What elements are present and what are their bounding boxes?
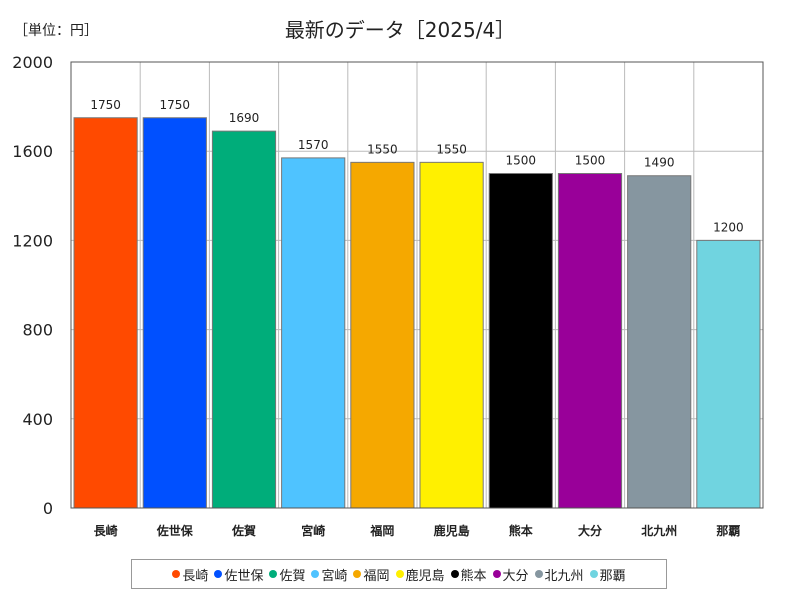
- legend-item: 福岡: [353, 565, 390, 584]
- legend-label: 福岡: [363, 568, 390, 584]
- legend-marker: [172, 570, 181, 578]
- bar: [627, 175, 692, 509]
- legend-item: 長崎: [172, 565, 208, 584]
- legend-marker: [395, 570, 404, 578]
- legend-label: 熊本: [460, 568, 487, 584]
- x-tick-label: 鹿児島: [434, 523, 470, 538]
- legend-item: 佐世保: [214, 565, 263, 584]
- x-tick-label: 佐世保: [156, 523, 194, 538]
- legend-marker: [492, 570, 501, 578]
- bar: [488, 173, 553, 509]
- bar: [696, 239, 761, 509]
- bar: [419, 161, 484, 509]
- legend-marker: [534, 570, 543, 578]
- x-tick-label: 長崎: [94, 523, 118, 538]
- data-label: 1750: [160, 98, 191, 112]
- bar: [350, 161, 415, 509]
- legend-label: 大分: [502, 568, 529, 584]
- legend-label: 佐賀: [279, 568, 306, 584]
- legend-label: 長崎: [182, 568, 209, 584]
- legend-item: 熊本: [450, 565, 487, 584]
- data-label: 1570: [298, 138, 329, 152]
- legend-marker: [214, 570, 223, 578]
- legend-marker: [353, 570, 362, 578]
- plot-frame-border: [70, 61, 764, 509]
- unit-label: ［単位：円］: [14, 23, 98, 39]
- y-tick-label: 1200: [12, 231, 53, 250]
- chart-title: 最新のデータ［2025/4］: [284, 18, 516, 42]
- legend-item: 大分: [492, 565, 529, 584]
- x-tick-label: 福岡: [369, 523, 394, 538]
- bar: [142, 117, 207, 509]
- data-label: 1500: [506, 154, 537, 168]
- legend-label: 那覇: [599, 568, 626, 584]
- legend: 長崎 佐世保 佐賀 宮崎 福岡 鹿児島 熊本 大分 北九州 那覇: [131, 559, 667, 589]
- legend-marker: [589, 570, 598, 578]
- legend-item: 佐賀: [269, 565, 305, 584]
- data-label: 1200: [713, 220, 744, 234]
- legend-label: 北九州: [544, 568, 584, 584]
- legend-marker: [269, 570, 278, 578]
- bar: [557, 173, 623, 509]
- legend-item: 那覇: [589, 565, 626, 584]
- data-label: 1500: [575, 154, 606, 168]
- legend-item: 宮崎: [311, 565, 347, 584]
- legend-label: 佐世保: [224, 568, 264, 584]
- bar: [211, 130, 277, 509]
- data-label: 1550: [367, 142, 398, 156]
- data-label: 1690: [229, 111, 260, 125]
- y-tick-label: 2000: [12, 53, 53, 72]
- legend-label: 鹿児島: [405, 568, 445, 584]
- legend-item: 北九州: [534, 565, 584, 584]
- y-tick-label: 800: [22, 321, 53, 340]
- data-label: 1750: [90, 98, 121, 112]
- y-tick-label: 1600: [12, 142, 53, 161]
- data-label: 1490: [644, 156, 675, 170]
- legend-label: 宮崎: [321, 568, 348, 584]
- x-tick-label: 熊本: [509, 523, 533, 538]
- bar: [281, 157, 346, 509]
- legend-marker: [311, 570, 320, 578]
- data-label: 1550: [436, 142, 467, 156]
- x-tick-label: 佐賀: [231, 523, 256, 538]
- plot-area: 0 400 800 1200 1600 2000 1750 長崎 1750 佐世保 1690 佐賀 15…: [12, 53, 764, 538]
- y-tick-label: 0: [43, 499, 53, 518]
- y-tick-label: 400: [22, 410, 53, 429]
- x-tick-label: 北九州: [641, 523, 677, 538]
- x-tick-label: 那覇: [716, 524, 740, 538]
- x-tick-label: 大分: [578, 523, 602, 538]
- legend-marker: [450, 570, 459, 578]
- x-tick-label: 宮崎: [301, 523, 325, 538]
- legend-item: 鹿児島: [395, 565, 445, 584]
- bar: [73, 117, 138, 509]
